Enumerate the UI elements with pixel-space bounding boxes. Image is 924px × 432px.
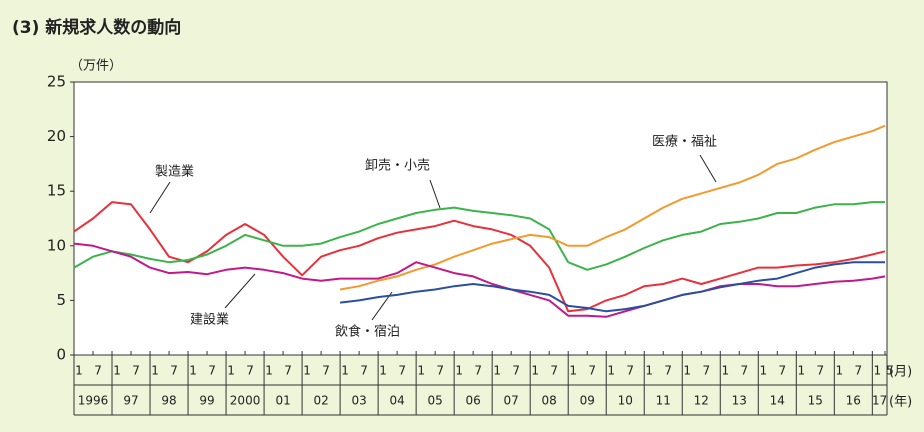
month-label: 1: [874, 364, 882, 378]
year-label: 04: [389, 394, 404, 408]
month-label: 7: [474, 364, 482, 378]
plot: [73, 124, 886, 318]
month-label: 1: [379, 364, 387, 378]
series-line: [339, 124, 886, 291]
month-label: 1: [265, 364, 273, 378]
month-label: 7: [588, 364, 596, 378]
month-label: 7: [855, 364, 863, 378]
month-label: 1: [75, 364, 83, 378]
month-label: 1: [227, 364, 235, 378]
month-label: 7: [778, 364, 786, 378]
year-label: 08: [542, 394, 557, 408]
series-line: [73, 201, 886, 313]
year-label: 06: [466, 394, 481, 408]
month-label: 7: [436, 364, 444, 378]
annotation: 飲食・宿泊: [335, 324, 400, 340]
annotation: 製造業: [155, 164, 194, 180]
series-line: [339, 261, 885, 313]
year-label: 17: [872, 394, 887, 408]
year-label: 02: [313, 394, 328, 408]
chart-title: (3) 新規求人数の動向: [12, 17, 181, 38]
arrow: [699, 154, 717, 183]
year-label: 98: [161, 394, 176, 408]
year-label: 10: [618, 394, 633, 408]
month-label: 7: [170, 364, 178, 378]
arrow: [429, 179, 441, 209]
month-label: 7: [398, 364, 406, 378]
month-label: 1: [341, 364, 349, 378]
month-label: 7: [626, 364, 634, 378]
month-label: 7: [816, 364, 824, 378]
month-axis-label: (月): [889, 365, 912, 380]
month-label: 5: [886, 364, 894, 378]
month-label: 7: [94, 364, 102, 378]
month-label: 7: [246, 364, 254, 378]
annotation: 医療・福祉: [652, 135, 717, 150]
plot-area: [73, 81, 888, 356]
year-label: 13: [732, 394, 747, 408]
year-label: 2000: [230, 394, 261, 408]
month-label: 1: [113, 364, 121, 378]
year-axis-label: (年): [889, 395, 912, 410]
y-unit: （万件）: [70, 59, 122, 74]
y-tick-label: 25: [47, 73, 66, 91]
year-label: 1996: [78, 394, 109, 408]
arrow: [224, 273, 256, 309]
year-label: 03: [351, 394, 366, 408]
month-label: 7: [360, 364, 368, 378]
month-label: 7: [132, 364, 140, 378]
y-tick-label: 5: [56, 291, 66, 309]
annotation: 建設業: [190, 312, 229, 328]
year-label: 16: [846, 394, 861, 408]
year-label: 09: [580, 394, 595, 408]
month-label: 1: [531, 364, 539, 378]
series-line: [73, 242, 886, 318]
year-label: 12: [694, 394, 709, 408]
month-label: 1: [721, 364, 729, 378]
year-label: 14: [770, 394, 785, 408]
month-label: 1: [645, 364, 653, 378]
year-label: 01: [275, 394, 290, 408]
y-tick-label: 15: [47, 182, 66, 200]
month-label: 7: [512, 364, 520, 378]
y-tick-label: 10: [47, 236, 66, 254]
series-line: [73, 201, 885, 271]
month-label: 1: [683, 364, 691, 378]
month-label: 1: [835, 364, 843, 378]
month-label: 7: [664, 364, 672, 378]
month-label: 1: [189, 364, 197, 378]
year-label: 97: [123, 394, 138, 408]
annotation: 卸売・小売: [365, 158, 430, 174]
year-label: 15: [808, 394, 823, 408]
month-label: 1: [151, 364, 159, 378]
month-label: 1: [569, 364, 577, 378]
month-label: 7: [702, 364, 710, 378]
arrow: [149, 181, 171, 214]
month-label: 1: [493, 364, 501, 378]
year-label: 07: [504, 394, 519, 408]
year-label: 11: [656, 394, 671, 408]
month-label: 1: [759, 364, 767, 378]
y-tick-label: 20: [47, 127, 66, 145]
month-label: 7: [208, 364, 216, 378]
month-label: 1: [797, 364, 805, 378]
year-label: 05: [428, 394, 443, 408]
y-tick-label: 0: [56, 346, 66, 364]
month-label: 7: [550, 364, 558, 378]
month-label: 1: [417, 364, 425, 378]
month-label: 7: [740, 364, 748, 378]
month-label: 1: [303, 364, 311, 378]
month-label: 1: [455, 364, 463, 378]
year-label: 99: [199, 394, 214, 408]
month-label: 1: [607, 364, 615, 378]
month-label: 7: [322, 364, 330, 378]
month-label: 7: [284, 364, 292, 378]
